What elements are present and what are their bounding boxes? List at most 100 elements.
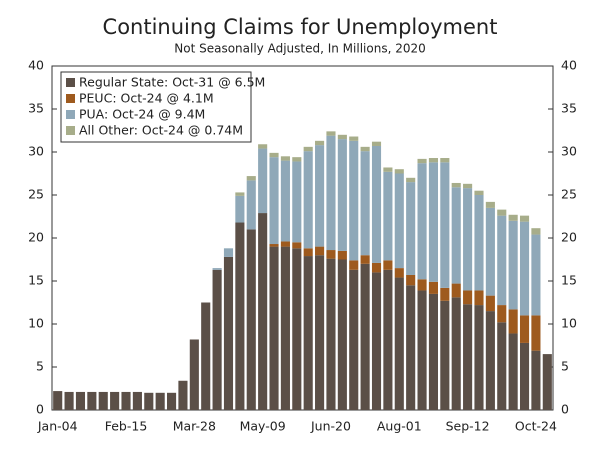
bar-segment (132, 391, 142, 410)
bar-segment (75, 391, 86, 410)
bar-segment (258, 144, 268, 149)
bar-segment (315, 140, 325, 146)
bar-segment (542, 354, 552, 410)
bar-segment (360, 146, 370, 152)
bar-segment (394, 277, 404, 410)
bar-segment (292, 242, 302, 249)
bar-segment (497, 209, 507, 216)
bar-segment (371, 262, 382, 273)
y2-tick-label: 15 (561, 273, 577, 288)
bar-segment (440, 162, 450, 288)
bar-segment (337, 250, 347, 260)
bar-segment (508, 220, 518, 310)
bar-segment (428, 281, 438, 294)
y-tick-label: 5 (36, 359, 44, 374)
y-tick-label: 25 (28, 187, 44, 202)
bar-segment (417, 163, 427, 280)
bar-segment (463, 188, 473, 291)
y-tick-label: 30 (28, 144, 44, 159)
bar-segment (485, 207, 495, 296)
legend-label: All Other: Oct-24 @ 0.74M (79, 123, 243, 138)
bar-segment (235, 222, 245, 410)
bar-segment (531, 315, 541, 351)
bar-segment (167, 392, 177, 410)
bar-segment (440, 158, 450, 163)
bar-segment (485, 201, 495, 208)
bar-segment (474, 305, 484, 410)
bar-segment (485, 295, 495, 312)
bar-segment (349, 269, 359, 410)
bar-segment (383, 171, 393, 261)
bar-segment (280, 246, 290, 410)
bar-segment (440, 287, 450, 301)
bar-segment (280, 160, 290, 242)
bar-segment (235, 192, 245, 196)
bar-segment (463, 183, 473, 189)
bar-segment (383, 260, 393, 270)
bar-segment (235, 195, 245, 223)
y-tick-label: 0 (36, 402, 44, 417)
bar-segment (519, 221, 530, 316)
bar-segment (394, 169, 404, 174)
chart-subtitle: Not Seasonally Adjusted, In Millions, 20… (174, 42, 425, 56)
legend-swatch (66, 94, 75, 103)
bar-segment (519, 215, 530, 222)
x-tick-label: Aug-01 (377, 419, 422, 434)
chart-title: Continuing Claims for Unemployment (103, 15, 498, 39)
bar-segment (474, 190, 484, 195)
bar-segment (246, 180, 256, 230)
bar-segment (451, 187, 461, 284)
bar-segment (451, 297, 461, 410)
bar-segment (428, 162, 438, 282)
bar-segment (53, 391, 63, 410)
y2-tick-label: 20 (561, 230, 577, 245)
bar-segment (371, 141, 382, 146)
bar-segment (121, 391, 131, 410)
legend-label: Regular State: Oct-31 @ 6.5M (79, 75, 265, 90)
legend-swatch (66, 110, 75, 119)
bar-segment (315, 255, 325, 410)
bar-segment (258, 148, 268, 214)
bar-segment (144, 392, 154, 410)
bar-segment (440, 300, 450, 410)
bar-segment (212, 268, 222, 270)
legend-label: PUA: Oct-24 @ 9.4M (79, 107, 205, 122)
bar-segment (383, 269, 393, 410)
bar-segment (223, 248, 234, 257)
bar-segment (212, 269, 222, 410)
bar-segment (110, 391, 120, 410)
bar-segment (315, 145, 325, 247)
bar-segment (269, 152, 279, 158)
bar-segment (303, 146, 313, 152)
y2-tick-label: 10 (561, 316, 577, 331)
bar-segment (258, 213, 268, 410)
bar-segment (508, 309, 518, 334)
bar-segment (406, 274, 416, 286)
bar-segment (303, 256, 313, 410)
bar-segment (349, 140, 359, 261)
bar-segment (383, 167, 393, 172)
bar-segment (349, 260, 359, 270)
bar-segment (417, 158, 427, 164)
bar-segment (269, 246, 279, 410)
bar-segment (417, 279, 427, 291)
y2-tick-label: 25 (561, 187, 577, 202)
y2-tick-label: 40 (561, 58, 577, 73)
bar-segment (64, 391, 74, 410)
legend-swatch (66, 78, 75, 87)
bar-segment (178, 380, 188, 410)
bar-segment (337, 139, 347, 251)
y2-tick-label: 5 (561, 359, 569, 374)
bar-segment (189, 339, 199, 410)
bar-segment (531, 228, 541, 235)
x-tick-label: May-09 (240, 419, 286, 434)
x-tick-label: Sep-12 (446, 419, 490, 434)
bar-segment (497, 305, 507, 323)
bar-segment (474, 290, 484, 306)
bar-segment (269, 244, 279, 247)
y-tick-label: 35 (28, 101, 44, 116)
x-tick-label: Jun-20 (310, 419, 351, 434)
bar-segment (531, 350, 541, 410)
bar-segment (394, 268, 404, 278)
